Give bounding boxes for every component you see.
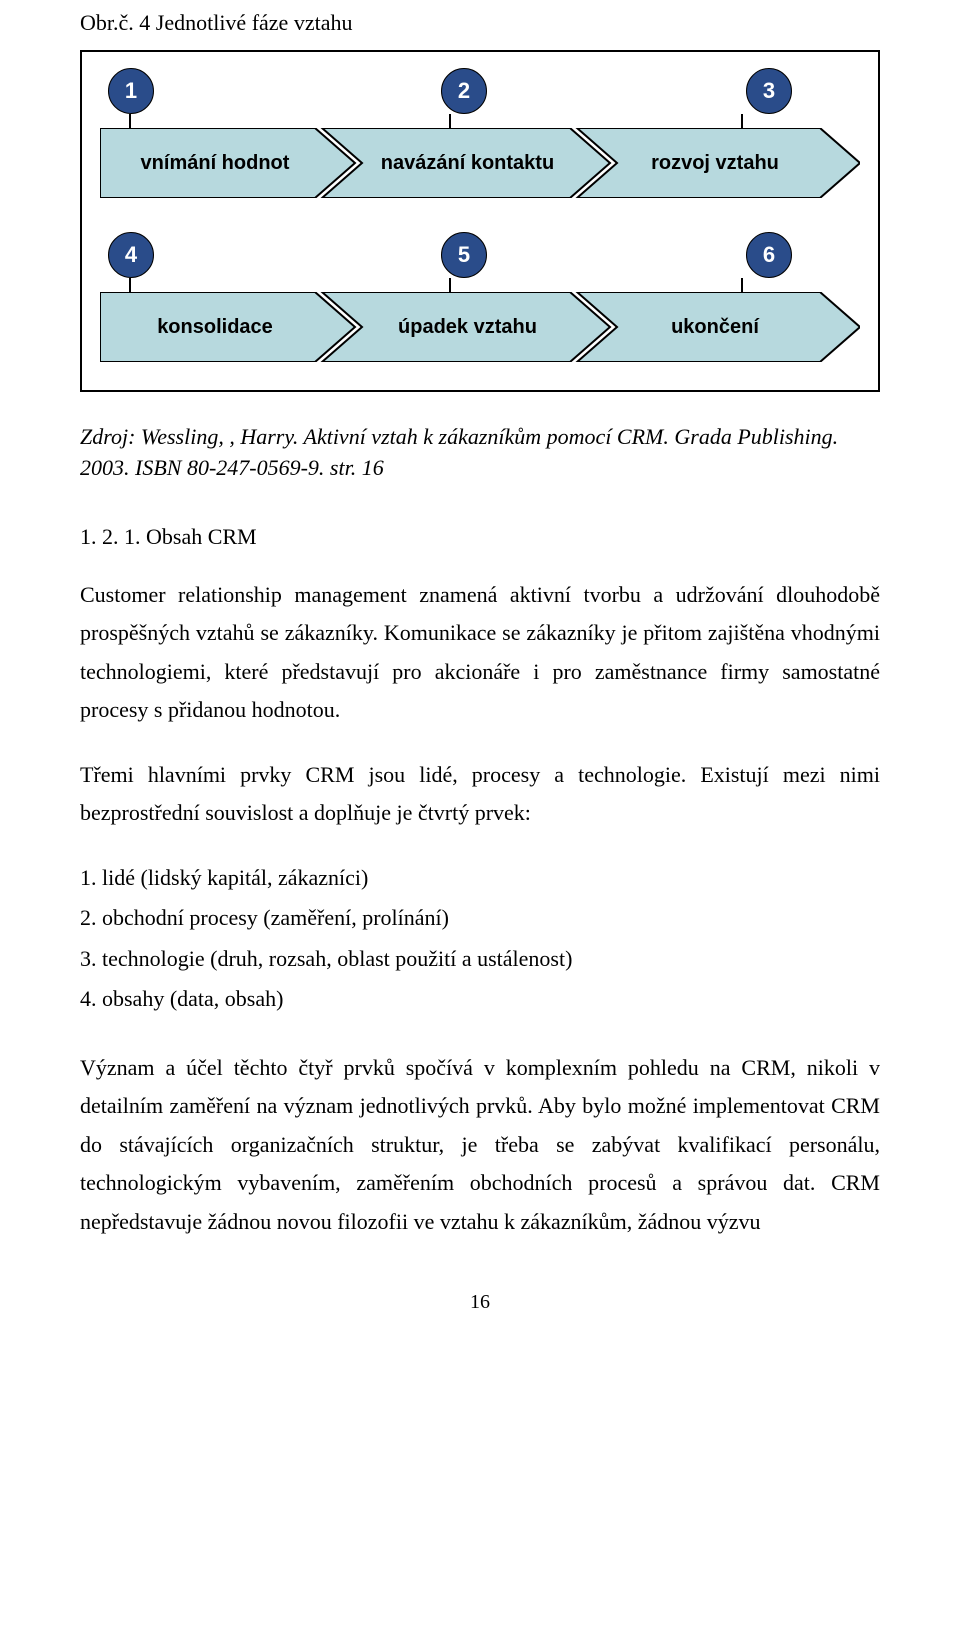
paragraph-1: Customer relationship management znamená…	[80, 576, 880, 730]
phase-number-4: 4	[108, 232, 154, 278]
arrow-strip-2: konsolidace úpadek vztahu ukončení	[100, 292, 860, 362]
phase-number-2: 2	[441, 68, 487, 114]
phase-number-5: 5	[441, 232, 487, 278]
diagram-row-2: 4 5 6 konsolidace úpadek vztahu ukončení	[100, 232, 860, 362]
figure-source: Zdroj: Wessling, , Harry. Aktivní vztah …	[80, 422, 880, 484]
list-item: 1. lidé (lidský kapitál, zákazníci)	[80, 859, 880, 898]
phase-number-6: 6	[746, 232, 792, 278]
list-item: 3. technologie (druh, rozsah, oblast pou…	[80, 940, 880, 979]
figure-title: Obr.č. 4 Jednotlivé fáze vztahu	[80, 10, 880, 36]
numbered-list: 1. lidé (lidský kapitál, zákazníci) 2. o…	[80, 859, 880, 1019]
list-item: 2. obchodní procesy (zaměření, prolínání…	[80, 899, 880, 938]
phase-number-3: 3	[746, 68, 792, 114]
paragraph-2: Třemi hlavními prvky CRM jsou lidé, proc…	[80, 756, 880, 833]
arrow-strip-1: vnímání hodnot navázání kontaktu rozvoj …	[100, 128, 860, 198]
list-item: 4. obsahy (data, obsah)	[80, 980, 880, 1019]
page-number: 16	[80, 1291, 880, 1314]
paragraph-3: Význam a účel těchto čtyř prvků spočívá …	[80, 1049, 880, 1242]
section-heading: 1. 2. 1. Obsah CRM	[80, 524, 880, 550]
diagram-frame: 1 2 3 vnímání hodnot navázání	[80, 50, 880, 392]
diagram-row-1: 1 2 3 vnímání hodnot navázání	[100, 68, 860, 198]
phase-number-1: 1	[108, 68, 154, 114]
